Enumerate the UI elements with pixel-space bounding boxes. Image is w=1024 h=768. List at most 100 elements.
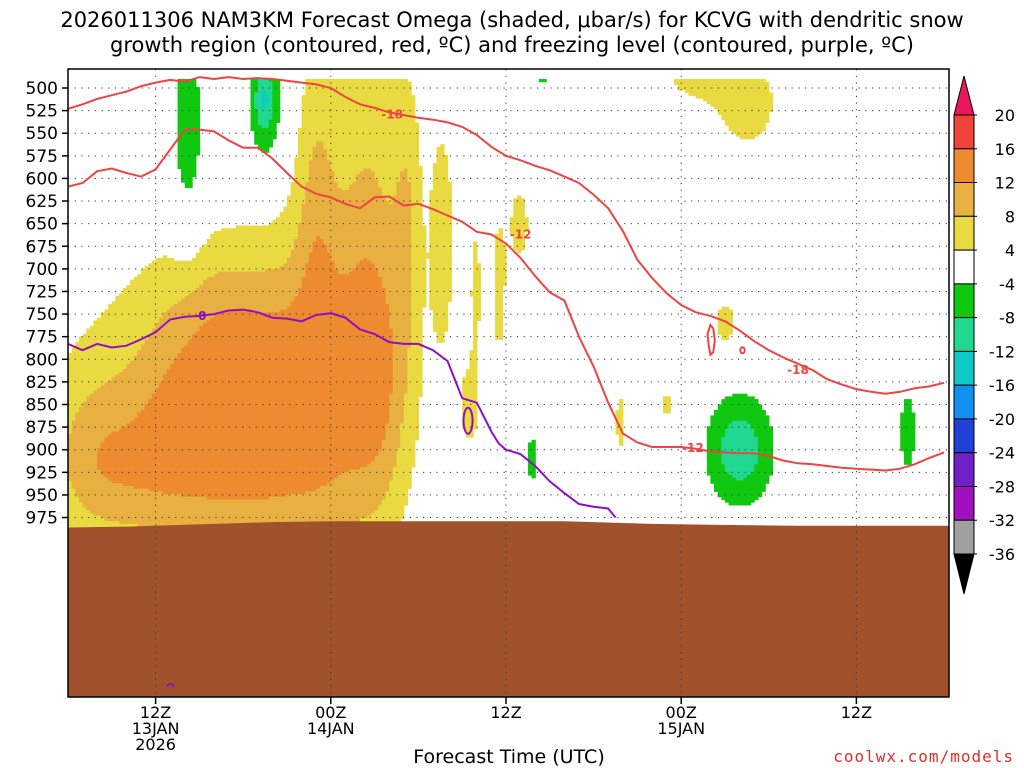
omega-cell [279,266,284,311]
x-tick-label: 12Z [140,703,171,722]
omega-cell [104,382,109,438]
omega-cell [89,393,95,514]
omega-cell [323,244,328,487]
omega-cell [341,190,347,275]
omega-cell [370,263,376,462]
omega-cell [232,271,237,311]
omega-cell [195,331,201,498]
omega-cell [538,79,544,83]
omega-cell [148,399,153,492]
omega-cell [440,144,445,343]
omega-cell [356,469,361,522]
omega-cell [192,290,197,335]
colorbar-segment [953,114,975,150]
omega-cell [221,271,226,313]
omega-cell [257,312,263,501]
omega-cell [684,79,690,94]
y-tick-label: 525 [26,102,58,122]
terrain-surface [68,521,949,697]
omega-cell [126,423,131,487]
omega-cell [312,241,317,492]
omega-cell [392,195,398,468]
omega-cell [261,225,266,273]
omega-cell [367,260,372,465]
omega-cell [338,475,343,528]
omega-cell [228,309,233,501]
omega-cell [381,499,387,530]
omega-cell [754,79,759,137]
omega-cell [739,480,744,506]
omega-cell [137,412,142,490]
omega-cell [111,521,117,530]
omega-cell [509,217,514,235]
omega-cell [115,431,120,484]
omega-cell [246,499,252,530]
omega-cell [276,79,281,123]
omega-cell [396,182,401,449]
omega-cell [254,108,259,145]
omega-cell [746,423,752,476]
omega-cell [188,260,193,294]
omega-cell [330,79,336,172]
omega-cell [97,515,102,530]
colorbar-label: -28 [989,477,1015,496]
omega-cell [706,79,712,104]
omega-cell [195,252,201,289]
omega-cell [327,160,332,254]
omega-cell [203,496,208,530]
omega-cell [341,274,347,473]
omega-cell [162,494,168,528]
omega-cell [761,79,766,132]
omega-cell [177,79,182,170]
omega-cell [268,81,274,121]
omega-cell [356,173,361,264]
omega-cell [414,122,420,441]
omega-cell [199,325,204,498]
omega-cell [735,79,741,137]
omega-cell [265,312,270,501]
omega-cell [257,271,263,313]
omega-colorbar: 20 16 12 8 4 -4 -8 -12 -16 -20 -24 -28 -32 -36 [953,75,1015,595]
omega-cell [349,469,354,522]
omega-cell [192,258,197,292]
x-tick-label: 13JAN [132,719,180,738]
omega-cell [268,119,274,148]
omega-cell [71,488,76,530]
colorbar-segment [953,486,975,521]
omega-cell [108,521,113,530]
omega-cell [250,225,255,273]
omega-cell [217,312,222,501]
omega-cell [243,309,248,501]
x-tick-label: 00Z [666,703,697,722]
omega-cell [254,271,259,313]
omega-cell [411,95,416,468]
omega-cell [710,79,715,107]
omega-cell [257,79,263,126]
omega-cell [334,268,339,479]
omega-cell [367,464,372,517]
omega-cell [221,312,226,501]
omega-cell [732,477,737,506]
omega-cell [133,355,138,419]
omega-cell [173,260,179,305]
omega-cell [363,79,368,170]
omega-cell [757,404,763,498]
omega-cell [100,475,106,519]
omega-cell [235,225,241,273]
colorbar-label: -20 [989,410,1015,429]
omega-cell [97,388,102,449]
omega-cell [476,263,482,321]
omega-cell [265,95,270,104]
x-tick-label: 2026 [135,735,176,754]
omega-cell [732,393,737,422]
omega-cell [210,277,215,319]
omega-cell [170,306,175,365]
omega-cell [268,496,274,530]
omega-cell [162,374,168,495]
omega-cell [148,334,153,400]
omega-cell [166,494,171,528]
omega-cell [330,171,336,262]
colorbar-segment [953,418,975,454]
dendritic-contour-loop [706,322,716,357]
